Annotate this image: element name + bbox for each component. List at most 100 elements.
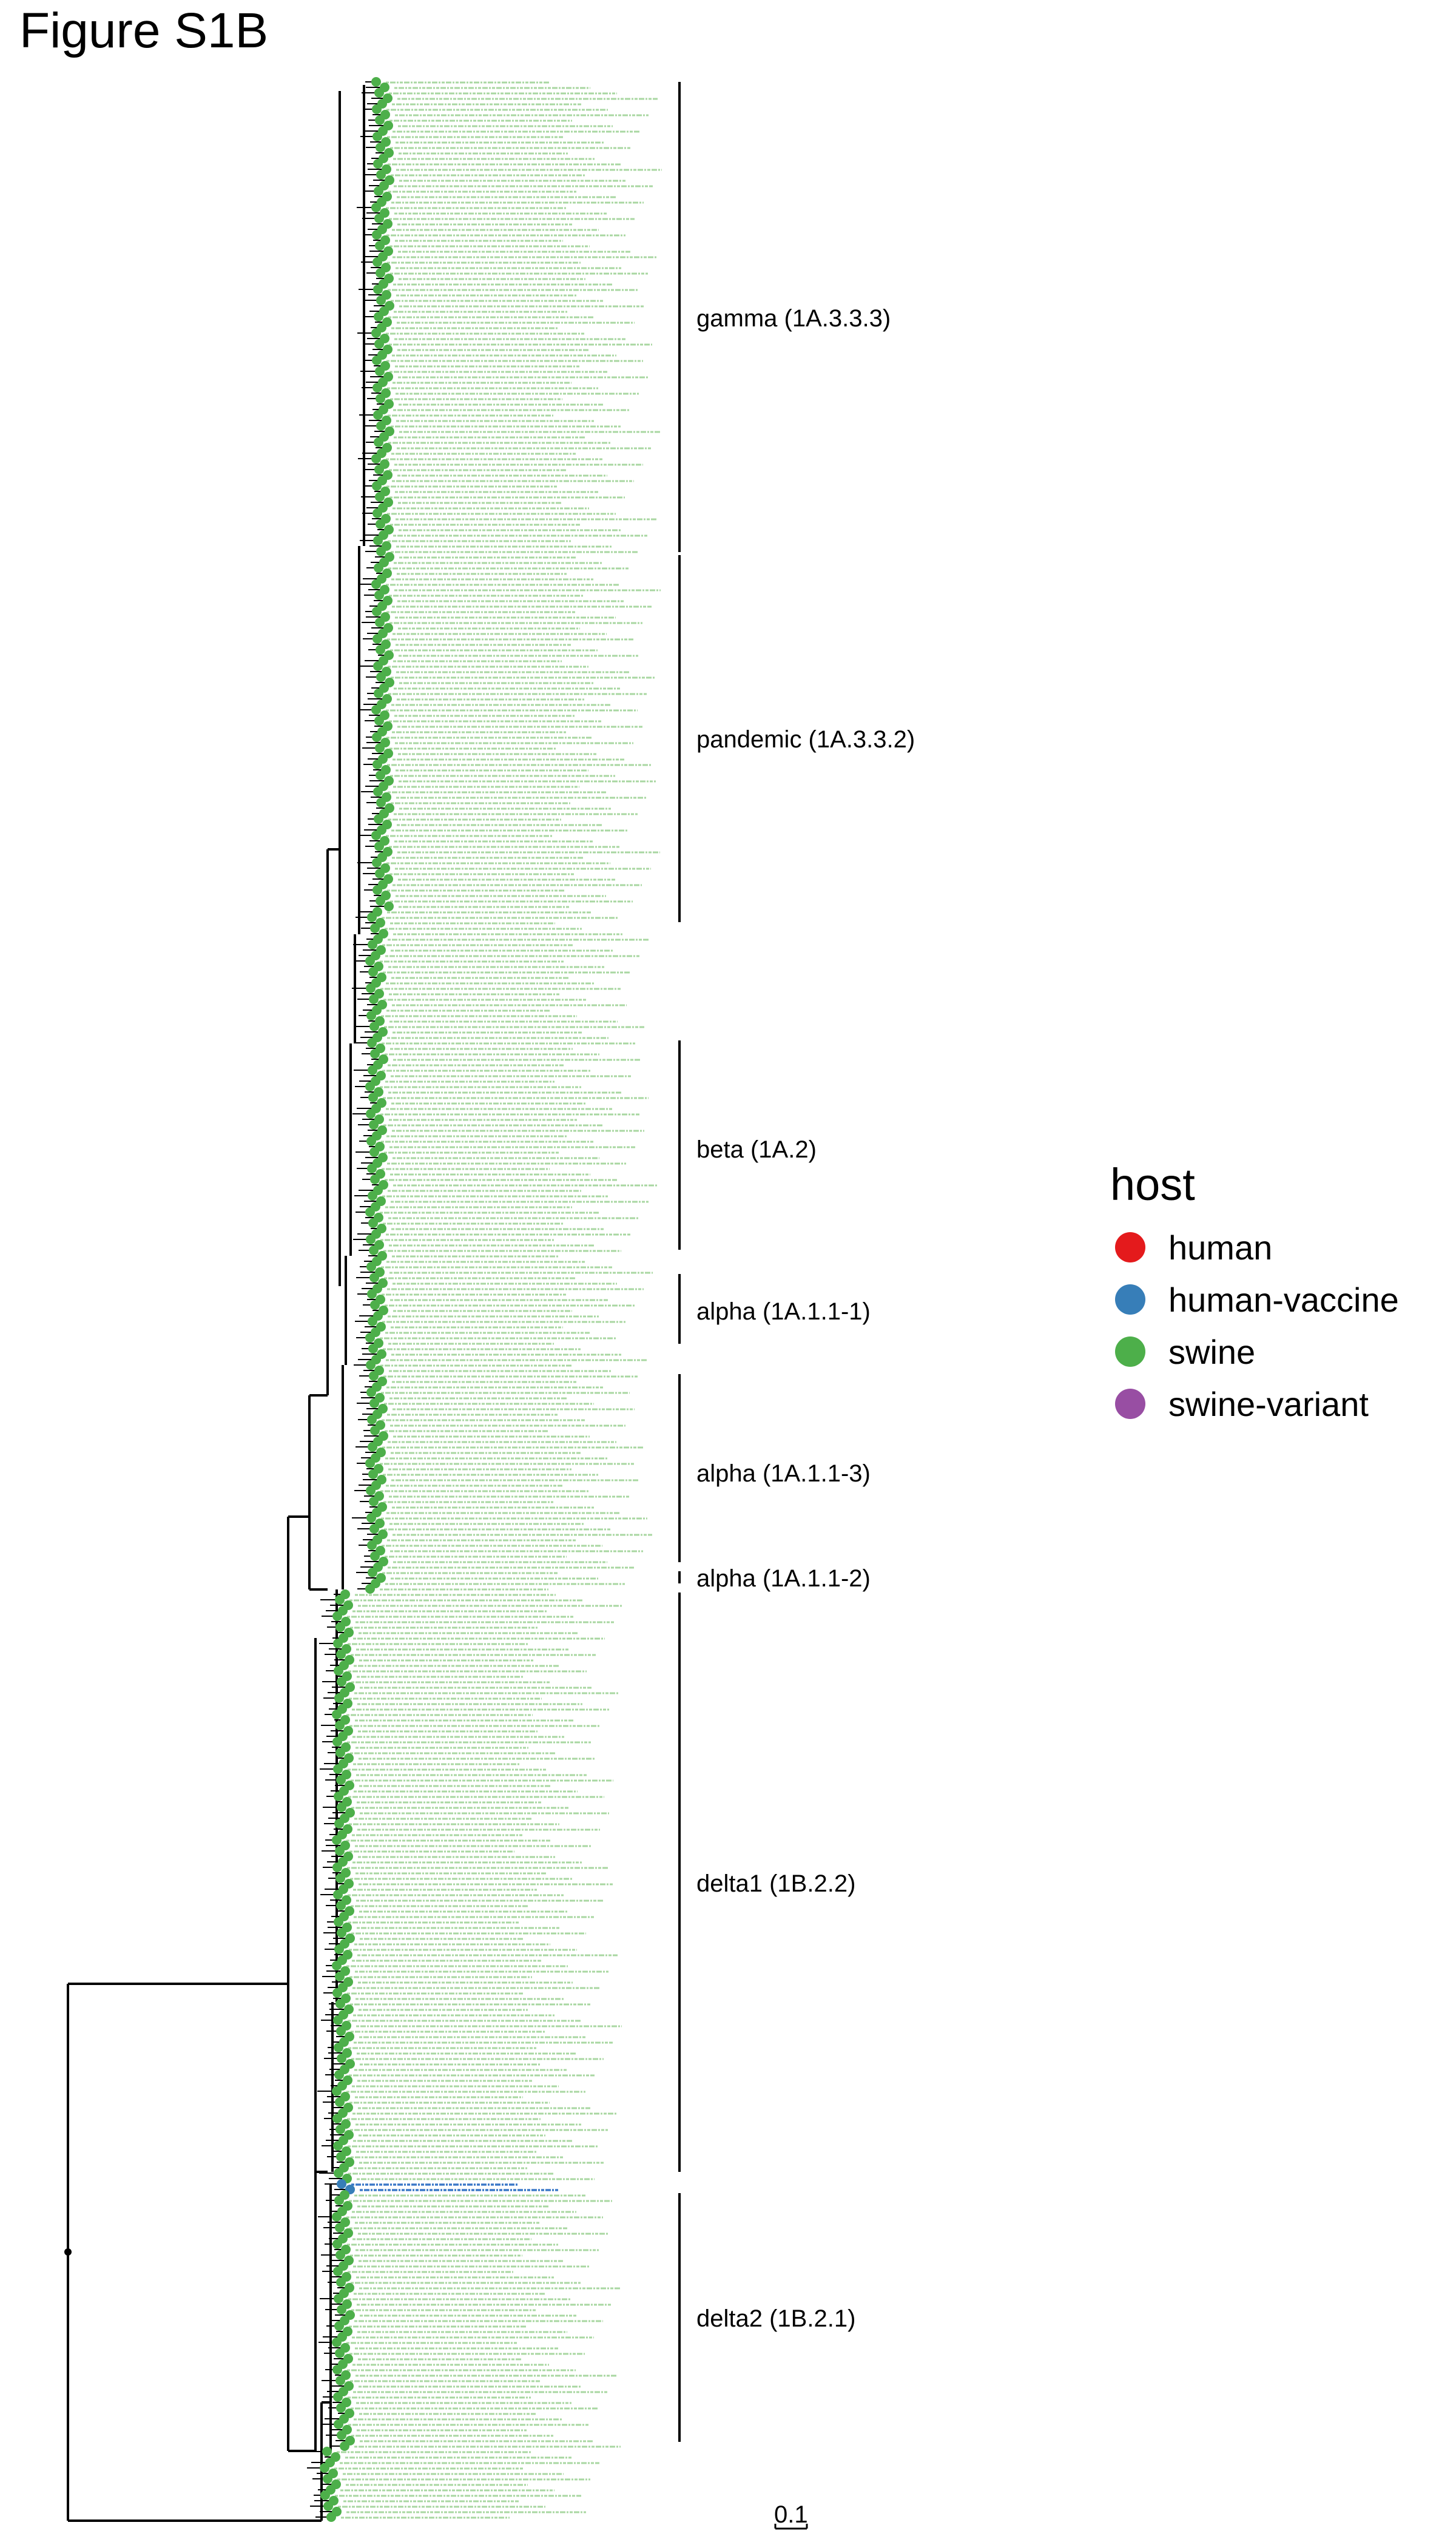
tip-dot (367, 1415, 377, 1424)
tip-dot (333, 2267, 343, 2276)
tip-dot (371, 454, 381, 463)
tip-dot (384, 902, 394, 911)
tip-dot (374, 312, 383, 322)
tip-dot (371, 705, 381, 715)
tip-dot (369, 994, 379, 1004)
tip-dot (369, 1245, 379, 1255)
tip-dot (368, 1093, 378, 1102)
tip-dot (373, 661, 383, 671)
tip-dot (332, 1862, 342, 1872)
tip-dot (337, 2179, 346, 2189)
tip-dot (337, 2305, 346, 2314)
tip-dot (368, 940, 377, 949)
legend-item-swine: swine (1110, 1326, 1399, 1378)
tip-dot (372, 607, 382, 616)
tip-dot (365, 1333, 375, 1343)
clade-pandemic: pandemic (1A.3.3.2) (678, 555, 915, 922)
tip-dot (334, 2043, 343, 2052)
tip-dot (336, 2277, 346, 2287)
tip-dot (366, 1387, 376, 1397)
tip-dot (367, 1038, 377, 1048)
swine-variant-dot-icon (1115, 1389, 1145, 1419)
tip-dot (366, 1262, 376, 1272)
legend-label: human-vaccine (1168, 1280, 1399, 1319)
tip-dot (374, 590, 384, 600)
clade-alpha-3: alpha (1A.1.1-3) (678, 1374, 871, 1562)
tip-dot (373, 410, 383, 420)
tip-dot (373, 536, 383, 545)
clade-alpha-2: alpha (1A.1.1-2) (678, 1565, 871, 1592)
tip-dot (337, 1677, 346, 1687)
scale-bar: 0.1 (774, 2501, 808, 2530)
tip-dot (365, 1584, 375, 1594)
tip-dot (335, 2348, 345, 2358)
tip-dot (332, 2365, 342, 2374)
clade-label: delta1 (1B.2.2) (696, 1870, 855, 1897)
tip-dot (368, 1316, 377, 1326)
tip-dot (365, 1082, 375, 1091)
tip-dot (374, 437, 383, 447)
tip-dot (366, 1235, 376, 1244)
tip-dot (376, 170, 386, 180)
tip-dot (375, 241, 385, 251)
clade-label: alpha (1A.1.1-2) (696, 1565, 871, 1592)
tip-dot (366, 1513, 376, 1523)
tip-dot (332, 1611, 342, 1621)
tip-dot (376, 421, 386, 431)
tip-dot (334, 1666, 343, 1676)
tip-dot (368, 967, 378, 977)
tip-dot (365, 956, 375, 966)
tip-dot (368, 1442, 377, 1452)
tip-dot (375, 869, 385, 878)
tip-dot (372, 383, 382, 393)
host-legend: host human human-vaccine swine swine-var… (1110, 1159, 1399, 1430)
legend-title: host (1110, 1159, 1195, 1210)
clade-label: delta2 (1B.2.1) (696, 2305, 855, 2332)
tip-dot (369, 1371, 379, 1381)
tip-dot (376, 519, 385, 529)
tip-dot (372, 885, 382, 895)
clade-label: pandemic (1A.3.3.2) (696, 726, 915, 753)
tip-dot (337, 1928, 346, 1938)
tip-dot (332, 2337, 342, 2347)
tip-dot (374, 88, 384, 98)
tip-dot (332, 2086, 342, 2096)
tip-dot (371, 328, 381, 338)
tip-dot (336, 1650, 346, 1659)
tip-dot (376, 645, 385, 655)
tip-dot (334, 2196, 344, 2205)
clade-gamma: gamma (1A.3.3.3) (678, 82, 891, 552)
tip-dot (334, 1791, 343, 1801)
clade-beta: beta (1A.2) (678, 1040, 817, 1250)
clade-label: beta (1A.2) (696, 1136, 817, 1163)
tip-dot (368, 1568, 377, 1577)
tip-dot (370, 1300, 380, 1310)
tip-dot (335, 2097, 345, 2107)
tip-dot (369, 1524, 379, 1534)
tip-dot (372, 356, 382, 365)
swine-dot-icon (1115, 1336, 1145, 1367)
tip-dot (371, 831, 381, 840)
tip-dot (367, 912, 377, 922)
tip-dot (332, 1835, 342, 1845)
tip-dot (375, 492, 385, 502)
legend-item-human: human (1110, 1221, 1399, 1273)
tip-dot (322, 2447, 332, 2456)
tip-dot (374, 563, 383, 573)
tip-dot (375, 115, 385, 125)
tip-dot (372, 132, 382, 141)
tip-dot (334, 2419, 343, 2429)
tip-dot (333, 2015, 343, 2025)
tip-dot (375, 366, 385, 376)
tip-dot (337, 2054, 346, 2063)
tip-dot (337, 1802, 346, 1812)
tip-dot (373, 787, 383, 797)
tip-dot (334, 2321, 344, 2331)
tip-dot (370, 1426, 380, 1435)
tip-dot (334, 2168, 343, 2178)
tip-dot (335, 1999, 345, 2009)
tip-dot (333, 1764, 343, 1774)
tip-dot (336, 2403, 346, 2413)
tip-dot (335, 2223, 345, 2233)
